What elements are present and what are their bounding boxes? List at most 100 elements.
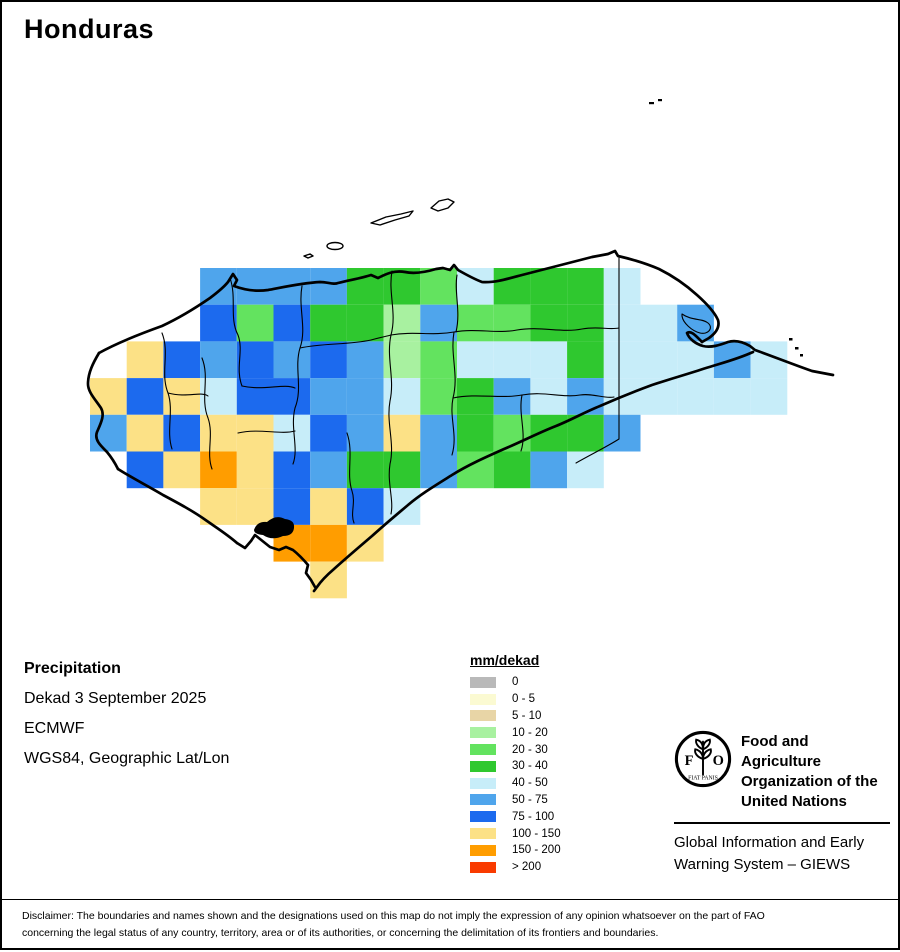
raster-cell bbox=[567, 268, 604, 305]
fao-name: Food and Agriculture Organization of the… bbox=[741, 730, 890, 812]
legend-label: 10 - 20 bbox=[512, 726, 548, 739]
raster-cell bbox=[273, 378, 311, 415]
legend-label: 5 - 10 bbox=[512, 709, 542, 722]
raster-cell bbox=[346, 378, 384, 415]
raster-cell bbox=[603, 414, 641, 452]
raster-cell bbox=[310, 524, 347, 562]
legend-swatch bbox=[470, 727, 496, 739]
raster-cell bbox=[346, 268, 384, 305]
fao-name-line2: Organization of the bbox=[741, 773, 878, 790]
raster-cell bbox=[677, 378, 714, 415]
map-info-block: Precipitation Dekad 3 September 2025 ECM… bbox=[24, 654, 229, 774]
raster-cell bbox=[310, 488, 347, 525]
legend-entry: 75 - 100 bbox=[470, 808, 561, 825]
info-projection: WGS84, Geographic Lat/Lon bbox=[24, 750, 230, 767]
raster-cell bbox=[493, 451, 531, 489]
fao-footer-block: F O FIAT PANIS Food and Agriculture Orga… bbox=[674, 730, 890, 876]
raster-cell bbox=[420, 268, 457, 305]
legend-swatch bbox=[470, 828, 496, 840]
legend-entry: 10 - 20 bbox=[470, 724, 561, 741]
legend-label: 75 - 100 bbox=[512, 810, 555, 823]
raster-cell bbox=[567, 304, 604, 342]
legend-entry: 50 - 75 bbox=[470, 792, 561, 809]
bay-islands bbox=[303, 198, 455, 259]
info-dekad: Dekad 3 September 2025 bbox=[24, 690, 207, 707]
legend-rows: 0 0 - 5 5 - 10 10 - 20 20 - 30 30 - 40 40 - 50… bbox=[470, 674, 561, 876]
raster-cell bbox=[750, 378, 788, 415]
raster-cell bbox=[126, 341, 164, 379]
legend-entry: 0 bbox=[470, 674, 561, 691]
raster-cell bbox=[273, 451, 311, 489]
raster-cell bbox=[567, 378, 604, 415]
raster-cell bbox=[530, 341, 568, 379]
raster-cell bbox=[90, 378, 127, 415]
raster-cell bbox=[200, 414, 237, 452]
legend-label: 0 bbox=[512, 676, 519, 689]
legend-swatch bbox=[470, 777, 496, 789]
legend-label: 30 - 40 bbox=[512, 760, 548, 773]
raster-cell bbox=[346, 304, 384, 342]
disclaimer-separator-line bbox=[2, 899, 900, 900]
department-boundaries bbox=[161, 257, 711, 524]
info-heading: Precipitation bbox=[24, 660, 121, 677]
raster-cell bbox=[236, 304, 274, 342]
raster-cell bbox=[420, 378, 457, 415]
fao-logo-letter-f: F bbox=[685, 753, 694, 769]
raster-cell bbox=[457, 304, 494, 342]
raster-cell bbox=[126, 451, 164, 489]
raster-cell bbox=[530, 304, 568, 342]
raster-cell bbox=[236, 341, 274, 379]
utila-island bbox=[326, 241, 344, 251]
legend-swatch bbox=[470, 744, 496, 756]
disclaimer-line2: concerning the legal status of any count… bbox=[22, 927, 659, 939]
raster-cell bbox=[200, 341, 237, 379]
raster-cell bbox=[640, 304, 678, 342]
info-source: ECMWF bbox=[24, 720, 85, 737]
raster-cell bbox=[457, 414, 494, 452]
raster-cell bbox=[640, 341, 678, 379]
raster-cell bbox=[236, 451, 274, 489]
guanaja-island bbox=[430, 198, 455, 212]
raster-cell bbox=[603, 304, 641, 342]
raster-cell bbox=[163, 341, 201, 379]
raster-cell bbox=[200, 268, 237, 305]
raster-cell bbox=[310, 451, 347, 489]
raster-cell bbox=[420, 414, 457, 452]
estuary-blob bbox=[254, 517, 295, 539]
fao-name-line1: Food and Agriculture bbox=[741, 733, 822, 770]
raster-cell bbox=[200, 304, 237, 342]
raster-cell bbox=[126, 378, 164, 415]
raster-cell bbox=[126, 414, 164, 452]
legend-label: 50 - 75 bbox=[512, 793, 548, 806]
legend-swatch bbox=[470, 844, 496, 856]
page-title: Honduras bbox=[24, 14, 155, 44]
raster-cell bbox=[310, 304, 347, 342]
legend-swatch bbox=[470, 693, 496, 705]
legend: mm/dekad 0 0 - 5 5 - 10 10 - 20 20 - 30 30 - … bbox=[470, 652, 561, 876]
raster-cell bbox=[346, 341, 384, 379]
legend-entry: 5 - 10 bbox=[470, 708, 561, 725]
raster-cell bbox=[163, 414, 201, 452]
fao-name-line3: United Nations bbox=[741, 793, 847, 810]
raster-cell bbox=[530, 378, 568, 415]
raster-cell bbox=[493, 304, 531, 342]
raster-cell bbox=[567, 341, 604, 379]
raster-cell bbox=[346, 414, 384, 452]
raster-cell bbox=[713, 378, 751, 415]
disclaimer-line1: Disclaimer: The boundaries and names sho… bbox=[22, 910, 765, 922]
legend-swatch bbox=[470, 760, 496, 772]
raster-cell bbox=[200, 451, 237, 489]
legend-entry: 0 - 5 bbox=[470, 691, 561, 708]
fao-separator-line bbox=[674, 822, 890, 824]
raster-cell bbox=[640, 378, 678, 415]
raster-cell bbox=[236, 488, 274, 525]
raster-cell bbox=[310, 414, 347, 452]
raster-cell bbox=[200, 378, 237, 415]
raster-cell bbox=[530, 451, 568, 489]
raster-cell bbox=[383, 341, 421, 379]
legend-swatch bbox=[470, 710, 496, 722]
legend-entry: 20 - 30 bbox=[470, 741, 561, 758]
raster-cell bbox=[273, 304, 311, 342]
